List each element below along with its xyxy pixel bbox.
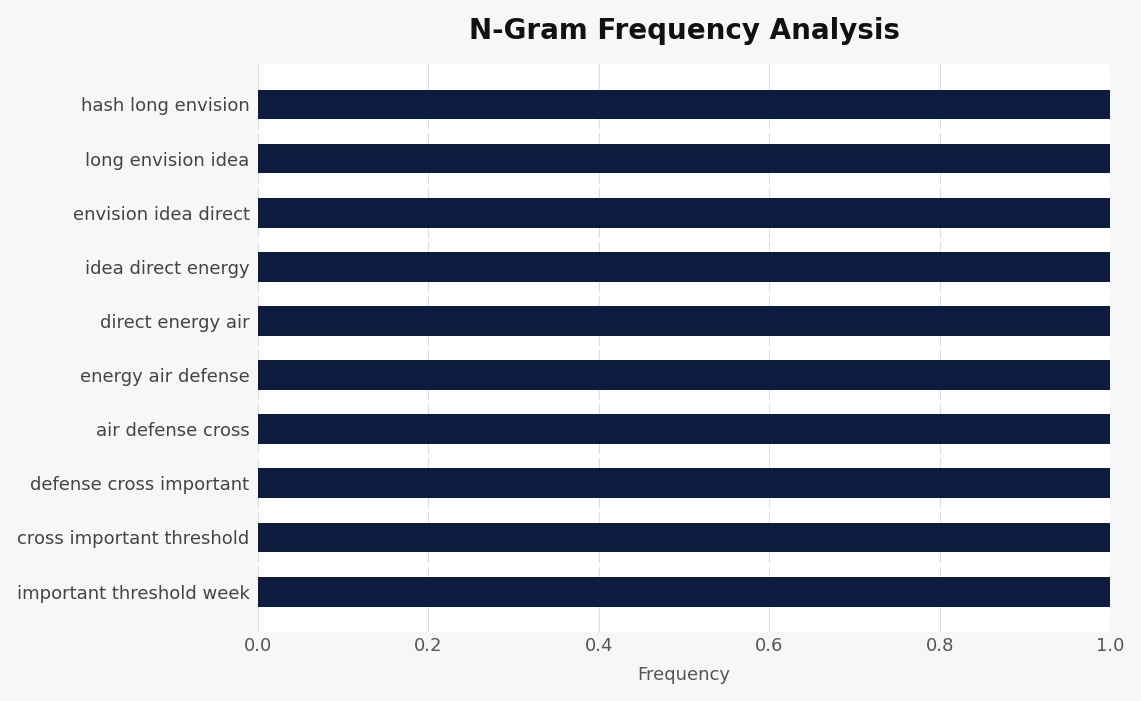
Bar (258, 468, 1110, 498)
Bar (258, 144, 1110, 173)
Bar (258, 360, 1110, 390)
Bar (258, 523, 1110, 552)
Bar (258, 577, 1110, 606)
Bar (258, 414, 1110, 444)
Bar (258, 306, 1110, 336)
Bar (258, 252, 1110, 282)
Title: N-Gram Frequency Analysis: N-Gram Frequency Analysis (469, 17, 899, 45)
Bar (258, 90, 1110, 119)
X-axis label: Frequency: Frequency (638, 667, 730, 684)
Bar (258, 198, 1110, 228)
